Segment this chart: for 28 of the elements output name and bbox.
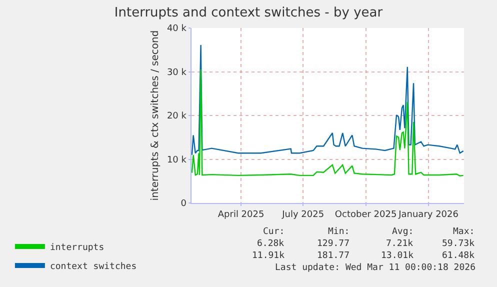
legend-label: interrupts [50, 243, 104, 254]
text: 11.91k [252, 251, 286, 261]
legend-label: context switches [50, 262, 137, 272]
line-series [191, 68, 464, 176]
text: 13.01k [381, 251, 414, 261]
y-tick-label: 0 [180, 199, 187, 210]
text: 181.77 [317, 251, 350, 261]
y-tick-label: 40 k [166, 24, 188, 34]
y-tick-label: 10 k [166, 155, 188, 166]
x-tick-label: July 2025 [281, 210, 324, 220]
x-tick-label: January 2026 [398, 210, 459, 220]
y-tick-label: 20 k [166, 112, 188, 122]
chart-title: Interrupts and context switches - by year [114, 6, 384, 21]
text: Cur: [263, 227, 285, 237]
y-axis-title: interrupts & ctx switches / second [150, 30, 161, 201]
text: Last update: Wed Mar 11 00:00:18 2026 [275, 263, 476, 273]
x-tick-label: April 2025 [218, 210, 264, 220]
y-tick-label: 30 k [166, 68, 188, 78]
text: Min: [328, 227, 350, 237]
text: Avg: [392, 227, 414, 237]
text: 6.28k [257, 239, 285, 249]
text: 129.77 [317, 239, 350, 249]
text: Max: [453, 227, 475, 237]
line-series [191, 44, 464, 156]
text: 61.48k [442, 251, 476, 261]
x-tick-label: October 2025 [334, 210, 397, 220]
text: 7.21k [386, 239, 414, 249]
text: 59.73k [442, 239, 476, 249]
